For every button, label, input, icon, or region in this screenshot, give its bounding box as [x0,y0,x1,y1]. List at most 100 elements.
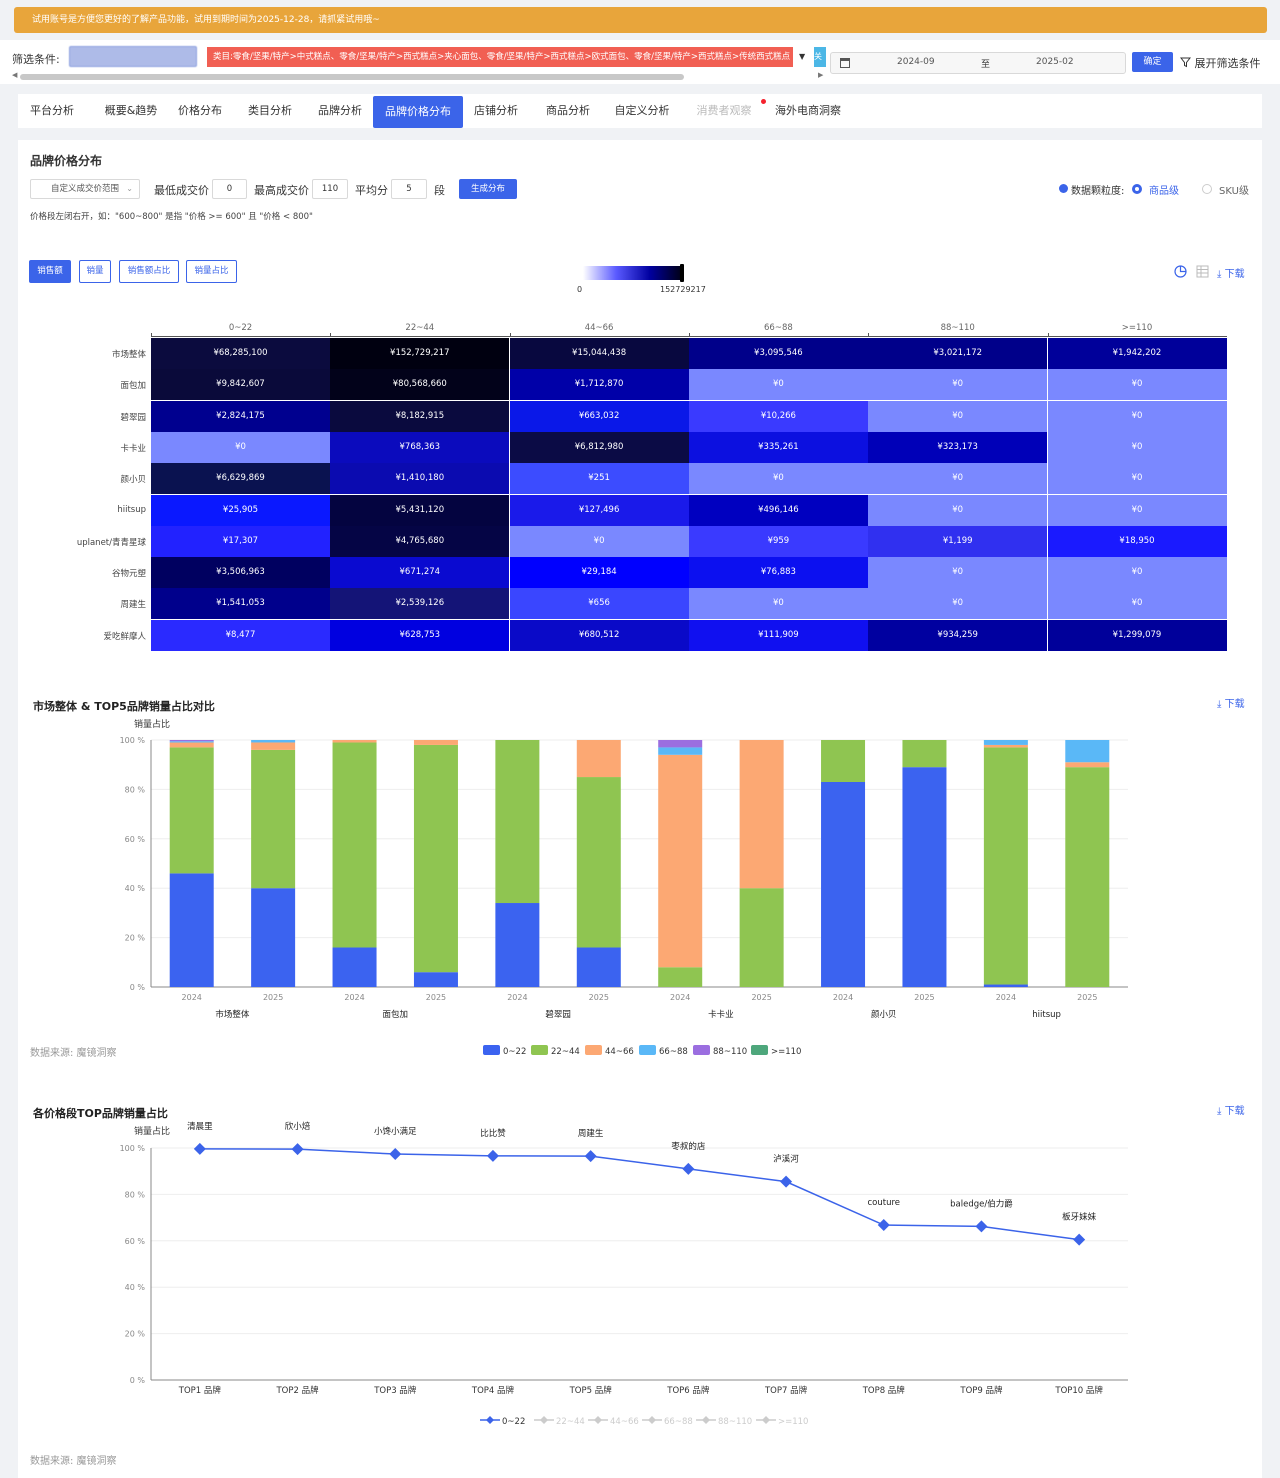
heatmap-cell[interactable]: ¥0 [1047,431,1227,463]
bar-segment[interactable] [576,777,621,948]
tab-10[interactable]: 海外电商洞察 [768,94,848,128]
legend-item[interactable]: 88~110 [696,1415,752,1427]
heatmap-cell[interactable]: ¥127,496 [509,494,689,526]
scroll-right-icon[interactable]: ▶ [818,71,824,79]
heatmap-cell[interactable]: ¥15,044,438 [509,338,689,369]
bar-segment[interactable] [983,747,1028,985]
radio-product-label[interactable]: 商品级 [1149,186,1179,197]
stacked-download-button[interactable]: ⤓ 下载 [1217,695,1245,710]
data-point[interactable] [682,1162,695,1175]
legend-item[interactable]: 66~88 [639,1045,688,1057]
heatmap-cell[interactable]: ¥656 [509,588,689,620]
heatmap-cell[interactable]: ¥2,824,175 [151,400,330,432]
heatmap-cell[interactable]: ¥18,950 [1047,525,1227,557]
data-point[interactable] [584,1150,597,1163]
heatmap-cell[interactable]: ¥17,307 [151,525,330,557]
bar-segment[interactable] [495,740,540,904]
bar-segment[interactable] [658,747,703,755]
line-download-button[interactable]: ⤓ 下载 [1217,1102,1245,1117]
legend-item[interactable]: >=110 [751,1045,801,1057]
heatmap-cell[interactable]: ¥251 [509,463,689,495]
tab-9[interactable]: 消费者观察 [684,94,766,128]
bar-segment[interactable] [332,740,377,743]
bar-segment[interactable] [821,781,866,987]
heatmap-cell[interactable]: ¥76,883 [688,557,868,589]
heatmap-cell[interactable]: ¥323,173 [868,431,1048,463]
horizontal-scrollbar[interactable]: ◀ ▶ [12,71,824,81]
heatmap-cell[interactable]: ¥0 [688,463,868,495]
legend-item[interactable]: 66~88 [642,1415,693,1427]
heatmap-cell[interactable]: ¥8,477 [151,619,330,651]
data-point[interactable] [1073,1233,1086,1246]
category-tag[interactable]: 类目:零食/坚果/特产>中式糕点、零食/坚果/特产>西式糕点>夹心面包、零食/坚… [207,47,793,67]
legend-item[interactable]: 44~66 [585,1045,634,1057]
heatmap-cell[interactable]: ¥0 [1047,588,1227,620]
heatmap-cell[interactable]: ¥8,182,915 [330,400,510,432]
legend-item[interactable]: >=110 [756,1415,808,1427]
heatmap-cell[interactable]: ¥496,146 [688,494,868,526]
radio-product[interactable] [1132,184,1142,194]
legend-item[interactable]: 0~22 [483,1045,526,1057]
data-point[interactable] [389,1148,402,1161]
radio-sku[interactable] [1202,184,1212,194]
max-price-input[interactable]: 110 [312,179,348,199]
metric-volume-button[interactable]: 销量 [79,260,111,283]
color-scale-handle[interactable] [680,264,684,282]
tab-7[interactable]: 商品分析 [536,94,600,128]
confirm-button[interactable]: 确定 [1132,52,1173,72]
legend-item[interactable]: 22~44 [534,1415,585,1427]
heatmap-cell[interactable]: ¥0 [151,431,330,463]
heatmap-cell[interactable]: ¥3,506,963 [151,557,330,589]
bar-segment[interactable] [251,749,296,889]
tab-3[interactable]: 类目分析 [238,94,302,128]
heatmap-cell[interactable]: ¥2,539,126 [330,588,510,620]
heatmap-cell[interactable]: ¥6,629,869 [151,463,330,495]
heatmap-cell[interactable]: ¥29,184 [509,557,689,589]
legend-item[interactable]: 88~110 [693,1045,747,1057]
bar-segment[interactable] [576,947,621,987]
date-to[interactable]: 2025-02 [1036,57,1074,67]
heatmap-cell[interactable]: ¥5,431,120 [330,494,510,526]
heatmap-cell[interactable]: ¥3,095,546 [688,338,868,369]
heatmap-cell[interactable]: ¥335,261 [688,431,868,463]
radio-sku-label[interactable]: SKU级 [1219,186,1249,197]
heatmap-cell[interactable]: ¥25,905 [151,494,330,526]
masked-field[interactable] [69,46,197,67]
date-range-picker[interactable]: 2024-09 至 2025-02 [830,52,1126,74]
bar-segment[interactable] [169,873,214,987]
tab-8[interactable]: 自定义分析 [606,94,678,128]
close-tag-button[interactable]: 关 [814,47,826,67]
heatmap-cell[interactable]: ¥1,942,202 [1047,338,1227,369]
metric-sales-button[interactable]: 销售额 [29,260,71,283]
heatmap-cell[interactable]: ¥0 [1047,557,1227,589]
data-point[interactable] [877,1219,890,1232]
heatmap-cell[interactable]: ¥680,512 [509,619,689,651]
heatmap-cell[interactable]: ¥0 [509,525,689,557]
heatmap-cell[interactable]: ¥0 [868,588,1048,620]
data-point[interactable] [780,1175,793,1188]
heatmap-cell[interactable]: ¥0 [868,463,1048,495]
tab-5[interactable]: 品牌价格分布 [373,96,463,128]
heatmap-cell[interactable]: ¥663,032 [509,400,689,432]
bar-segment[interactable] [739,888,784,987]
pie-chart-icon[interactable] [1174,265,1187,278]
bar-segment[interactable] [169,741,214,743]
metric-sales-share-button[interactable]: 销售额占比 [119,260,179,283]
heatmap-cell[interactable]: ¥0 [868,557,1048,589]
bar-segment[interactable] [169,747,214,874]
table-icon[interactable] [1196,265,1209,278]
bar-segment[interactable] [658,740,703,748]
bar-segment[interactable] [413,972,458,987]
dropdown-arrow-icon[interactable]: ▼ [799,52,806,61]
heatmap-cell[interactable]: ¥0 [1047,494,1227,526]
bar-segment[interactable] [576,740,621,778]
bar-segment[interactable] [1065,767,1110,987]
bar-segment[interactable] [413,740,458,745]
data-point[interactable] [193,1142,206,1155]
bar-segment[interactable] [983,740,1028,745]
heatmap-cell[interactable]: ¥1,712,870 [509,369,689,401]
heatmap-cell[interactable]: ¥959 [688,525,868,557]
metric-volume-share-button[interactable]: 销量占比 [186,260,237,283]
heatmap-cell[interactable]: ¥111,909 [688,619,868,651]
heatmap-cell[interactable]: ¥0 [868,400,1048,432]
